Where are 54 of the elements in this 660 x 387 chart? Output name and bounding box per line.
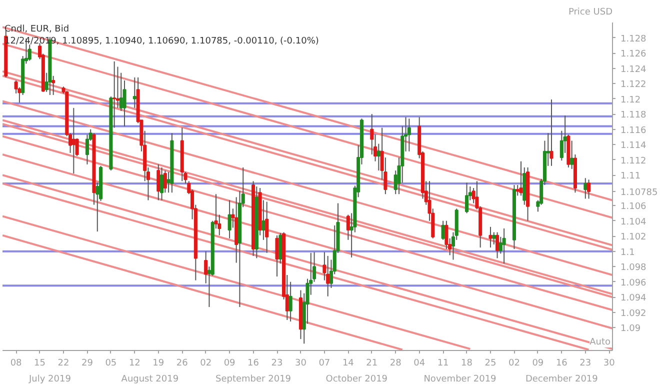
y-tick-label: 1.116 [620,126,647,136]
x-tick-label: 02 [200,358,212,368]
y-tick-label: 1.098 [620,263,647,274]
y-tick-label: 1.102 [620,232,646,243]
text: July 2019 [28,374,72,384]
y-tick-label: 1.112 [620,156,646,166]
x-tick-label: 28 [390,358,402,368]
y-tick-label: 1.096 [620,278,647,288]
y-tick-label: 1.10785 [620,188,658,198]
x-tick-label: 11 [437,358,449,368]
x-tick-label: 29 [81,358,94,368]
x-tick-label: 05 [105,358,117,368]
y-tick-label: 1.104 [620,217,647,228]
text: December 2019 [525,374,598,384]
x-tick-label: 12 [128,358,140,368]
text: October 2019 [326,374,388,384]
text: September 2019 [216,374,292,384]
x-tick-label: 30 [294,358,307,368]
y-tick-label: 1.128 [620,34,647,44]
y-tick-label: 1.092 [620,308,646,319]
x-tick-label: 16 [556,358,568,368]
text: November 2019 [424,374,497,384]
y-tick-label: 1.1 [620,248,635,258]
x-tick-label: 07 [318,358,330,368]
y-tick-label: 1.114 [620,141,647,152]
x-tick-label: 15 [34,358,46,368]
y-tick-label: 1.094 [620,294,647,304]
x-tick-label: 02 [508,358,520,368]
x-tick-label: 09 [532,358,544,368]
y-tick-label: 1.11 [620,172,641,182]
x-tick-label: 23 [271,358,283,368]
x-tick-label: 23 [580,358,592,368]
y-tick-label: 1.106 [620,202,647,212]
y-tick-label: 1.118 [620,110,647,121]
annotation: Auto [590,338,611,348]
y-axis-title: Price USD [568,8,613,18]
x-tick-label: 14 [342,358,354,368]
y-tick-label: 1.122 [620,80,646,90]
y-tick-label: 1.12 [620,95,641,106]
x-tick-label: 26 [176,358,188,368]
y-tick-label: 1.124 [620,64,647,75]
x-tick-label: 19 [152,358,164,368]
x-tick-label: 04 [414,358,426,368]
x-tick-label: 08 [10,358,22,368]
x-tick-label: 22 [58,358,70,368]
x-tick-label: 30 [603,358,616,368]
text: August 2019 [121,374,179,384]
y-tick-label: 1.126 [620,50,647,60]
x-tick-label: 25 [484,358,496,368]
y-tick-label: 1.09 [620,324,641,334]
x-tick-label: 09 [224,358,236,368]
x-tick-label: 18 [461,358,473,368]
x-tick-label: 16 [248,358,260,368]
x-tick-label: 21 [366,358,378,368]
